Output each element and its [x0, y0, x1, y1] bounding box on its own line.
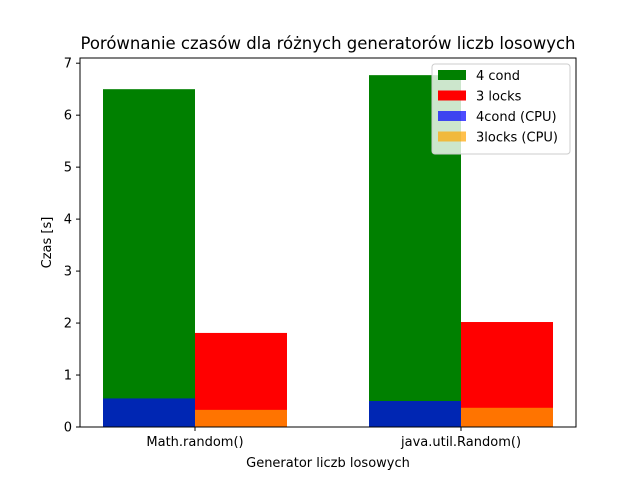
y-tick-label: 0 [64, 421, 72, 436]
legend-label-3-locks: 3 locks [476, 90, 522, 105]
y-tick-label: 5 [64, 161, 72, 176]
y-tick-label: 4 [64, 213, 72, 228]
x-axis-label: Generator liczb losowych [246, 456, 410, 471]
legend-swatch-4-cond [438, 70, 466, 80]
y-tick-label: 6 [64, 109, 72, 124]
y-tick-label: 2 [64, 317, 72, 332]
legend: 4 cond 3 locks 4cond (CPU) 3locks (CPU) [431, 63, 571, 155]
bar-3locks-cpu-2 [461, 407, 553, 427]
bars-layer [103, 75, 553, 428]
y-tick-label: 1 [64, 369, 72, 384]
legend-label-3locks-cpu: 3locks (CPU) [476, 131, 558, 146]
legend-label-4cond-cpu: 4cond (CPU) [476, 110, 557, 125]
y-axis-label: Czas [s] [40, 217, 55, 269]
legend-label-4-cond: 4 cond [476, 69, 520, 84]
legend-swatch-4cond-cpu [438, 111, 466, 121]
y-tick-label: 3 [64, 265, 72, 280]
bar-4cond-cpu-1 [103, 398, 195, 427]
legend-swatch-3-locks [438, 90, 466, 101]
bar-3locks-cpu-1 [195, 409, 287, 427]
legend-swatch-3locks-cpu [438, 131, 466, 142]
legend-box [431, 63, 571, 155]
x-tick-label: Math.random() [146, 435, 243, 450]
y-axis: 0 1 2 3 4 5 6 7 [64, 57, 80, 436]
chart-title: Porównanie czasów dla różnych generatoró… [80, 34, 575, 53]
axes-frame [79, 57, 577, 428]
x-tick-label: java.util.Random() [400, 435, 521, 450]
y-tick-label: 7 [64, 57, 72, 72]
x-axis: Math.random() java.util.Random() [146, 427, 521, 450]
bar-4-cond-1 [103, 89, 195, 427]
bar-4cond-cpu-2 [369, 401, 461, 427]
